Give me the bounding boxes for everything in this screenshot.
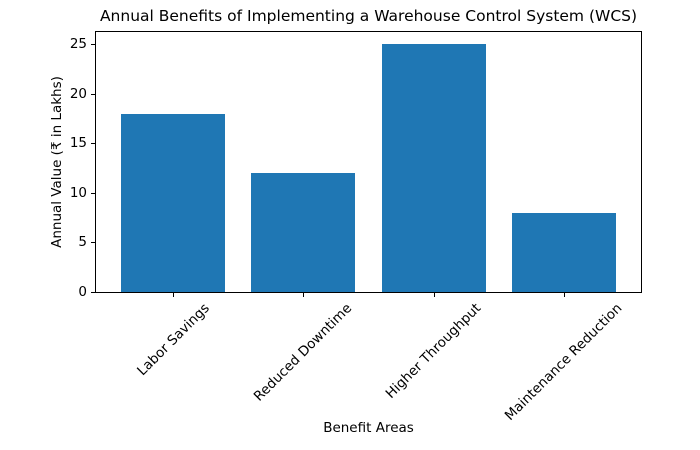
bar-maintenance-reduction [511,212,617,292]
x-tick-label-labor-savings: Labor Savings [133,300,213,379]
x-tick-label-higher-throughput: Higher Throughput [382,300,485,402]
plot-area [95,31,642,293]
y-tick-mark [91,93,95,95]
bar-reduced-downtime [251,173,356,292]
y-tick-mark [91,192,95,194]
chart-title: Annual Benefits of Implementing a Wareho… [99,7,638,25]
bar-higher-throughput [381,44,486,292]
y-tick-label: 20 [69,85,87,102]
x-tick-mark [564,293,566,297]
y-tick-label: 10 [69,184,87,201]
y-tick-mark [91,242,95,244]
y-tick-label: 0 [78,284,87,300]
x-tick-mark [303,293,305,297]
bar-labor-savings [120,113,226,292]
y-tick-label: 5 [78,234,87,251]
x-tick-label-reduced-downtime: Reduced Downtime [250,300,356,405]
y-tick-label: 25 [69,36,87,53]
y-tick-mark [91,143,95,145]
y-tick-mark [91,292,95,293]
x-tick-mark [172,293,174,297]
x-tick-mark [433,293,435,297]
x-tick-label-maintenance-reduction: Maintenance Reduction [502,300,626,424]
y-tick-mark [91,44,95,46]
x-axis-label: Benefit Areas [323,420,414,436]
y-tick-label: 15 [69,135,87,152]
